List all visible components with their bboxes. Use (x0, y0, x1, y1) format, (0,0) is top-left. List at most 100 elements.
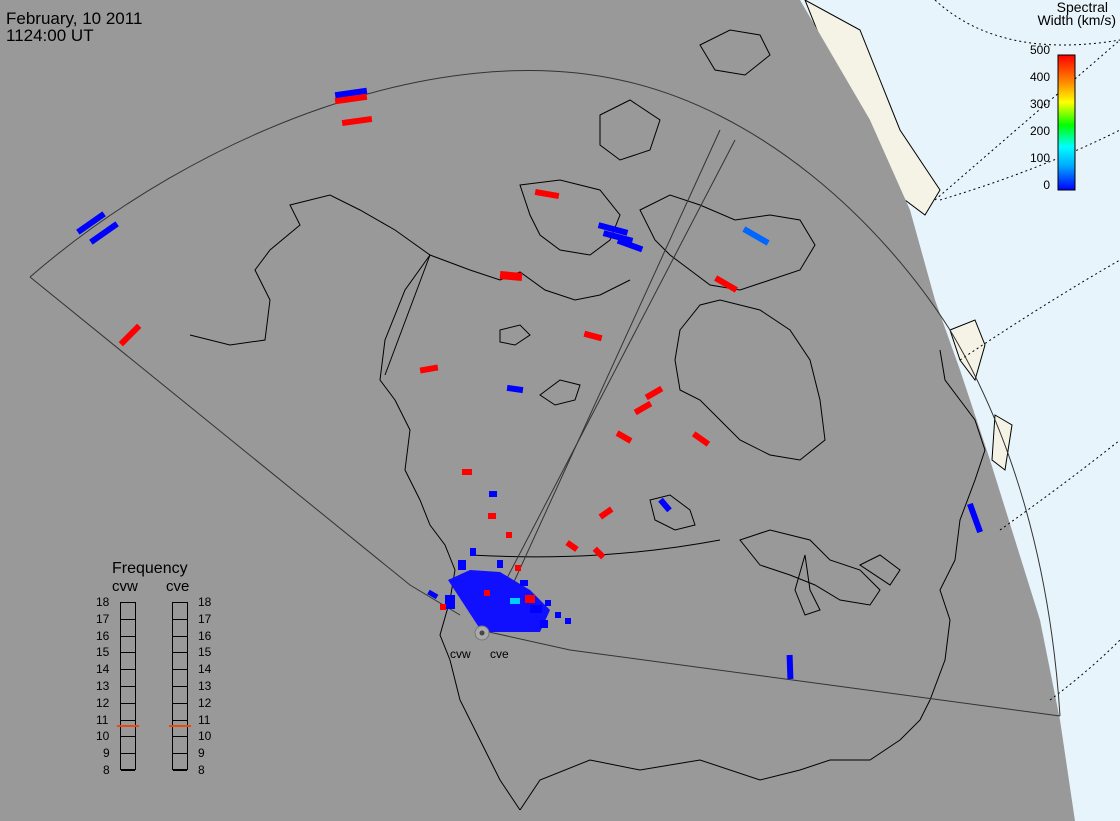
echo-cell (525, 595, 535, 603)
frequency-scale-label: 10 (96, 729, 110, 744)
frequency-cell (173, 637, 187, 654)
colorbar-tick: 500 (1029, 43, 1050, 57)
frequency-scale-label: 14 (198, 662, 212, 677)
echo-cell (598, 506, 614, 520)
frequency-scale-label: 10 (198, 729, 212, 744)
frequency-column-cvw: cvw (112, 578, 138, 595)
frequency-column-cve: cve (166, 578, 190, 595)
near-range-fan (448, 570, 550, 632)
echo-cell (499, 271, 523, 281)
frequency-cell (173, 603, 187, 620)
colorbar-title-line2: Width (km/s) (1037, 12, 1116, 28)
frequency-cell (121, 620, 135, 637)
frequency-scale-label: 9 (103, 746, 110, 761)
echo-cell (644, 385, 664, 401)
frequency-scale-label: 14 (96, 662, 110, 677)
frequency-scale-label: 18 (198, 595, 212, 609)
frequency-cell (121, 737, 135, 755)
echo-cell (341, 115, 373, 127)
frequency-scale-cve (172, 602, 188, 771)
daylight-land-newfoundland (991, 414, 1013, 471)
frequency-cell (121, 653, 135, 671)
echo-cell (497, 560, 503, 568)
echo-cell (615, 430, 633, 444)
echo-cell (545, 600, 551, 606)
echo-cell (565, 540, 579, 552)
frequency-scale-cvw (120, 602, 136, 771)
echo-cell (714, 275, 738, 293)
frequency-scale-label: 9 (198, 746, 205, 761)
echo-cell (742, 226, 770, 246)
frequency-cell (121, 721, 135, 738)
echo-cell (427, 589, 439, 600)
echo-cell (76, 211, 106, 235)
echo-cell (967, 502, 983, 534)
echo-cell (658, 497, 672, 513)
frequency-scale-label: 16 (96, 628, 110, 643)
radar-site-center (479, 630, 485, 636)
colorbar-tick: 200 (1029, 124, 1050, 138)
frequency-scale-label: 15 (96, 645, 110, 660)
frequency-scale-label: 11 (198, 712, 211, 727)
frequency-scale-label: 12 (96, 695, 110, 710)
frequency-scale-label: 11 (96, 712, 109, 727)
frequency-scale-label: 8 (103, 763, 110, 777)
frequency-scale-label: 13 (96, 679, 110, 693)
radar-label-cvw: cvw (450, 647, 471, 661)
frequency-marker-cvw (117, 725, 139, 728)
radar-label-cve: cve (490, 647, 509, 661)
frequency-cell (121, 704, 135, 721)
echo-cell (489, 491, 497, 497)
echo-cell (334, 87, 368, 99)
echo-cell (484, 590, 490, 596)
frequency-cell (121, 637, 135, 654)
echo-cell (530, 605, 542, 613)
frequency-cell (173, 704, 187, 721)
frequency-cell (173, 620, 187, 637)
colorbar-tick: 300 (1029, 97, 1050, 111)
frequency-scale-label: 8 (198, 763, 205, 777)
frequency-scale-label: 16 (198, 628, 212, 643)
frequency-cell (173, 721, 187, 738)
echo-cell (616, 237, 644, 253)
echo-cells-far (76, 87, 983, 680)
echo-cell (458, 560, 466, 570)
frequency-title: Frequency (112, 560, 188, 577)
frequency-cell (173, 754, 187, 771)
echo-cell (633, 400, 653, 416)
echo-cell (419, 364, 439, 374)
echo-cell (534, 188, 560, 200)
echo-cell (488, 513, 496, 519)
echo-cell (583, 330, 603, 342)
echo-cell (691, 431, 711, 447)
frequency-scale-label: 13 (198, 679, 212, 693)
lat-lon-grid (934, 0, 1120, 701)
frequency-scale-label: 12 (198, 695, 212, 710)
daylight-land-labrador (949, 319, 986, 382)
frequency-scale-label: 17 (198, 611, 212, 626)
echo-cell (540, 620, 548, 628)
echo-cell (510, 598, 520, 604)
echo-cell (786, 654, 794, 680)
frequency-cell (121, 687, 135, 704)
frequency-cell (173, 687, 187, 704)
echo-cell (555, 612, 561, 618)
time-label: 1124:00 UT (6, 26, 94, 45)
echo-cell (334, 93, 368, 105)
echo-cell (515, 565, 521, 571)
echo-cell (462, 469, 472, 475)
echo-cell (445, 595, 455, 609)
date-label: February, 10 2011 (6, 9, 143, 28)
echo-cell (506, 532, 512, 538)
colorbar-title-line1: Spectral (1056, 0, 1108, 15)
coastlines (189, 29, 986, 811)
echo-cell (597, 222, 629, 236)
frequency-scale-label: 18 (96, 595, 110, 609)
frequency-cell (173, 737, 187, 755)
echo-cell (470, 548, 476, 556)
frequency-cell (173, 653, 187, 671)
echo-cell (520, 580, 528, 586)
frequency-marker-cve (169, 725, 191, 728)
echo-cell (89, 221, 119, 245)
